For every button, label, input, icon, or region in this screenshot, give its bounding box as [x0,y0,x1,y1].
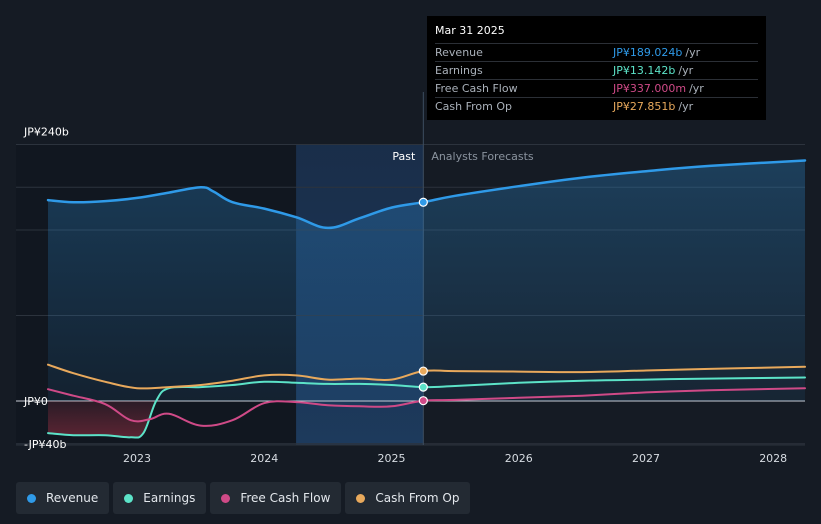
tooltip-unit: /yr [678,100,694,113]
y-tick-label: -JP¥40b [24,438,66,451]
tooltip-value: JP¥337.000m [613,82,687,95]
x-tick-label: 2024 [250,452,278,465]
x-tick-label: 2027 [632,452,660,465]
tooltip-label: Cash From Op [435,100,513,113]
legend-item-revenue[interactable]: Revenue [16,482,110,514]
tooltip-row-revenue: Revenue JP¥189.024b /yr [435,43,758,61]
legend-label: Cash From Op [375,491,460,505]
tooltip-label: Free Cash Flow [435,82,518,95]
tooltip-value: JP¥27.851b [613,100,676,113]
legend-label: Earnings [143,491,196,505]
free-cash-flow-marker [418,396,428,406]
chart-area: JP¥240b JP¥0 -JP¥40b 2023 2024 2025 2026 2027 20… [16,92,807,465]
revenue-marker [418,197,428,207]
tooltip-row-cash-from-op: Cash From Op JP¥27.851b /yr [435,97,758,115]
earnings-line [47,376,806,439]
y-tick-label: JP¥240b [23,126,69,139]
forecast-label: Analysts Forecasts [431,150,534,163]
x-tick-label: 2025 [378,452,406,465]
legend-label: Free Cash Flow [240,491,331,505]
tooltip-label: Revenue [435,46,483,59]
free-cash-flow-dot-icon [221,493,231,503]
x-tick-label: 2026 [505,452,533,465]
tooltip-unit: /yr [678,64,694,77]
negative-area [48,401,157,438]
revenue-line [46,159,807,230]
legend-item-cash-from-op[interactable]: Cash From Op [345,482,471,514]
tooltip-row-earnings: Earnings JP¥13.142b /yr [435,61,758,79]
revenue-area [48,160,805,401]
revenue-dot-icon [27,493,36,503]
legend-label: Revenue [46,491,99,505]
free-cash-flow-line [47,387,806,427]
past-label: Past [392,150,416,163]
tooltip-value: JP¥189.024b [613,46,683,59]
tooltip-row-free-cash-flow: Free Cash Flow JP¥337.000m /yr [435,79,758,97]
cash-from-op-line [47,363,806,390]
x-tick-label: 2023 [123,452,151,465]
earnings-dot-icon [124,493,134,503]
cash-from-op-marker [418,366,428,376]
y-tick-label: JP¥0 [23,395,48,408]
earnings-marker [418,382,428,392]
tooltip-unit: /yr [685,46,701,59]
tooltip-date: Mar 31 2025 [435,24,505,37]
tooltip-unit: /yr [689,82,704,95]
x-tick-label: 2028 [759,452,787,465]
legend: Revenue Earnings Free Cash Flow Cash Fro… [16,482,471,514]
legend-item-free-cash-flow[interactable]: Free Cash Flow [210,482,342,514]
tooltip-value: JP¥13.142b [613,64,676,77]
legend-item-earnings[interactable]: Earnings [113,482,207,514]
cash-from-op-dot-icon [356,493,366,503]
tooltip: Mar 31 2025 Revenue JP¥189.024b /yr Earn… [427,16,766,120]
tooltip-label: Earnings [435,64,483,77]
